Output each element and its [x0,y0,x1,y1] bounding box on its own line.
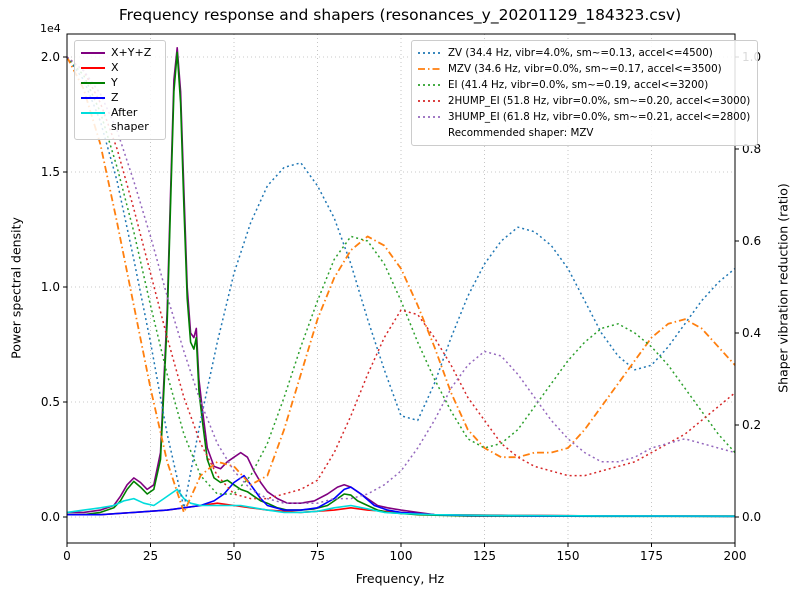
legend-label: ZV (34.4 Hz, vibr=4.0%, sm~=0.13, accel<… [448,47,713,59]
x-tick-label: 75 [310,549,325,563]
legend-item-2hump-ei: 2HUMP_EI (51.8 Hz, vibr=0.0%, sm~=0.20, … [417,94,750,109]
x-tick-label: 50 [226,549,241,563]
x-tick-label: 175 [640,549,663,563]
legend-label: Y [111,76,118,89]
x-tick-label: 0 [63,549,71,563]
psd-curve-y [67,51,736,518]
legend-line-sample [81,67,105,69]
legend-label: X [111,61,119,74]
legend-line-sample [81,112,105,114]
legend-label: After shaper [111,106,149,133]
legend-label: 3HUMP_EI (61.8 Hz, vibr=0.0%, sm~=0.21, … [448,111,751,123]
legend-line-sample [418,116,442,118]
legend-psd: X+Y+Z X Y Z After shaper [74,40,166,140]
x-tick-label: 100 [390,549,413,563]
y-left-tick-label: 1.0 [41,280,60,294]
legend-item-zv: ZV (34.4 Hz, vibr=4.0%, sm~=0.13, accel<… [417,46,750,61]
legend-item-after: After shaper [80,106,158,134]
y-right-tick-label: 0.2 [742,418,761,432]
legend-line-sample [81,97,105,99]
legend-item-y: Y [80,76,158,90]
x-tick-label: 25 [143,549,158,563]
y-left-offset-text: 1e4 [40,22,61,35]
legend-line-sample [418,52,442,54]
shaper-curve-ei [66,56,736,495]
legend-item-mzv: MZV (34.6 Hz, vibr=0.0%, sm~=0.17, accel… [417,62,750,77]
legend-line-sample [81,82,105,84]
legend-item-ei: EI (41.4 Hz, vibr=0.0%, sm~=0.19, accel<… [417,78,750,93]
recommended-shaper-note: Recommended shaper: MZV [448,127,594,139]
legend-label: 2HUMP_EI (51.8 Hz, vibr=0.0%, sm~=0.20, … [448,95,751,107]
psd-curve-x-y-z [67,46,736,517]
legend-item-x: X [80,61,158,75]
legend-shapers: ZV (34.4 Hz, vibr=4.0%, sm~=0.13, accel<… [411,40,759,146]
chart-title: Frequency response and shapers (resonanc… [118,6,682,24]
legend-label: EI (41.4 Hz, vibr=0.0%, sm~=0.19, accel<… [448,79,709,91]
legend-item-3hump-ei: 3HUMP_EI (61.8 Hz, vibr=0.0%, sm~=0.21, … [417,110,750,125]
legend-line-sample [81,52,105,54]
shaper-curve-3hump-ei [66,56,736,504]
shaper-curve-2hump-ei [66,56,736,500]
y-left-tick-label: 2.0 [41,50,60,64]
legend-item-z: Z [80,91,158,105]
shaper-curve-mzv [66,56,736,514]
y-right-tick-label: 0.6 [742,234,761,248]
legend-line-sample [418,68,442,70]
legend-line-sample [418,84,442,86]
x-tick-label: 150 [557,549,580,563]
legend-label: X+Y+Z [111,46,152,59]
y-right-tick-label: 0.0 [742,510,761,524]
shaper-curve-zv [66,56,736,509]
psd-curve-after-shaper [66,488,736,517]
x-axis-label: Frequency, Hz [355,571,445,586]
y-right-tick-label: 0.4 [742,326,761,340]
y-left-tick-label: 0.0 [41,510,60,524]
y-left-tick-label: 1.5 [41,165,60,179]
x-tick-label: 200 [724,549,747,563]
legend-label: MZV (34.6 Hz, vibr=0.0%, sm~=0.17, accel… [448,63,722,75]
legend-item-x-y-z: X+Y+Z [80,46,158,60]
y-left-tick-label: 0.5 [41,395,60,409]
legend-label: Z [111,91,119,104]
x-tick-label: 125 [473,549,496,563]
legend-line-sample [418,100,442,102]
